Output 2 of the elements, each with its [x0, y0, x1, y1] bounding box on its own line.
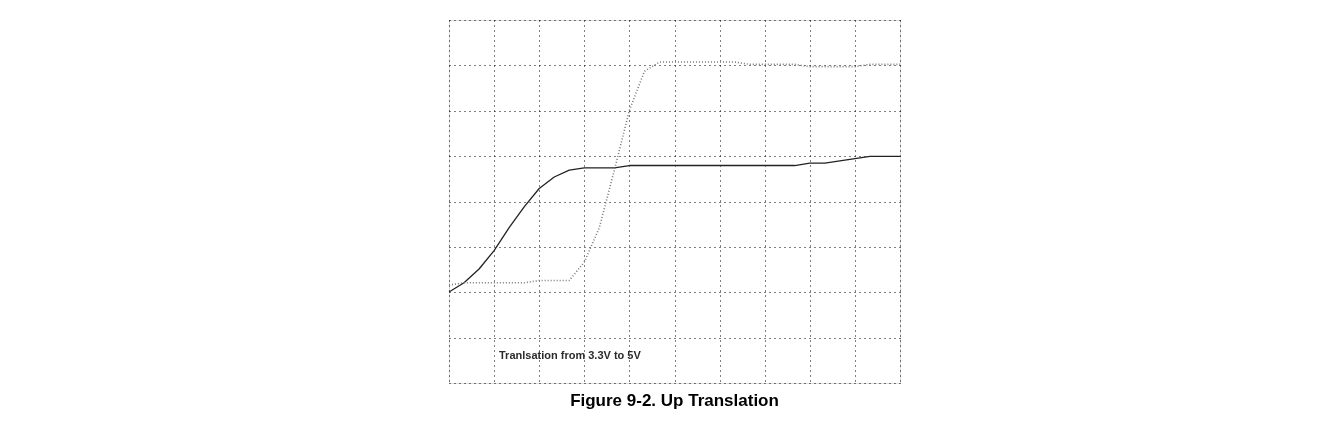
text: Tranlsation from 3.3V to 5V [499, 349, 642, 361]
text: Figure 9-2. Up Translation [570, 391, 779, 410]
